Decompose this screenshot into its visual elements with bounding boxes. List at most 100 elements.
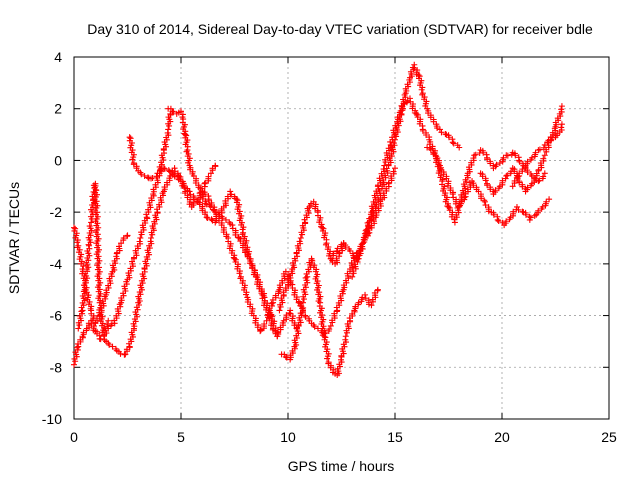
data-point [541,141,548,148]
data-point-trace [116,243,123,250]
data-point [276,307,283,314]
chart-title: Day 310 of 2014, Sidereal Day-to-day VTE… [87,21,593,37]
data-point [141,172,148,179]
x-tick-label: 25 [601,429,617,445]
data-point-trace [504,172,511,179]
data-point-trace [97,336,104,343]
data-point [528,154,535,161]
data-point-trace [434,125,441,132]
y-tick-label: -2 [50,204,63,220]
data-point [231,255,238,262]
data-point-trace [418,86,425,93]
data-point [178,108,184,115]
data-point [203,214,210,221]
data-point [319,224,326,231]
data-point-trace [181,183,188,190]
data-point [535,178,542,185]
data-point [304,273,311,280]
data-point-trace [527,214,534,221]
x-tick-label: 0 [70,429,78,445]
data-point-trace [202,179,209,186]
series-sat-h [278,255,381,379]
data-point-trace [540,155,547,162]
data-point-trace [435,159,442,166]
data-point-trace [153,173,160,180]
data-point-trace [298,303,305,310]
data-point [109,343,116,350]
data-point [327,322,334,329]
data-point [88,219,95,226]
data-point-trace [171,173,178,180]
data-point-trace [490,211,497,218]
data-point [558,121,565,128]
data-point-trace [519,183,526,190]
data-point-trace [535,207,542,214]
series-sat-i [276,198,347,314]
data-point [400,100,407,107]
data-point-trace [450,140,457,147]
data-point-trace [362,295,369,302]
data-point-trace [487,160,494,167]
data-point [169,108,176,115]
data-point [496,160,503,167]
y-axis-label: SDTVAR / TECUs [6,182,22,294]
data-point [436,126,443,133]
data-point-trace [204,215,211,222]
data-point [451,219,458,226]
data-point-trace [74,239,81,246]
data-point [381,162,388,169]
y-tick-label: -8 [50,359,63,375]
data-point-trace [493,161,500,168]
y-tick-label: 0 [54,152,62,168]
data-point-trace [512,152,519,159]
data-point [207,170,214,177]
data-point-trace [515,206,522,213]
data-point [165,126,172,133]
data-point [105,317,112,324]
series-sat-f [165,105,281,340]
data-point-trace [283,312,290,319]
series-sat-j [327,61,463,262]
data-point [274,333,281,340]
series-sat-m [477,103,565,198]
series-sat-d [105,110,174,332]
y-tick-label: 2 [54,101,62,117]
data-point-trace [286,310,293,317]
data-point-trace [74,344,81,351]
data-point [374,286,381,293]
data-point-trace [438,129,445,136]
data-point-trace [480,149,487,156]
data-point-trace [523,211,530,218]
y-tick-label: -10 [42,411,62,427]
data-point-trace [536,146,543,153]
data-point-trace [445,134,452,141]
data-point [327,255,334,262]
data-point [456,203,463,210]
data-point-trace [208,216,215,223]
data-point-trace [514,173,521,180]
data-point [148,235,155,241]
data-point-trace [484,156,491,163]
data-point-trace [484,182,491,189]
data-point-trace [536,177,543,184]
data-point-trace [257,327,264,334]
data-point-trace [247,258,254,265]
data-point-trace [540,144,547,151]
data-point-trace [478,195,485,202]
data-point-trace [516,170,523,177]
data-point-trace [470,155,477,162]
data-point [546,196,553,203]
data-point [539,203,546,210]
data-point [154,170,161,177]
data-point [302,219,309,226]
data-point [362,291,369,298]
data-point [355,299,362,306]
data-point-trace [294,253,301,260]
data-point [186,188,193,195]
data-point-trace [80,263,87,270]
data-point [79,307,86,314]
data-point-trace [165,167,172,174]
data-point [513,203,520,210]
data-point-trace [499,177,506,184]
